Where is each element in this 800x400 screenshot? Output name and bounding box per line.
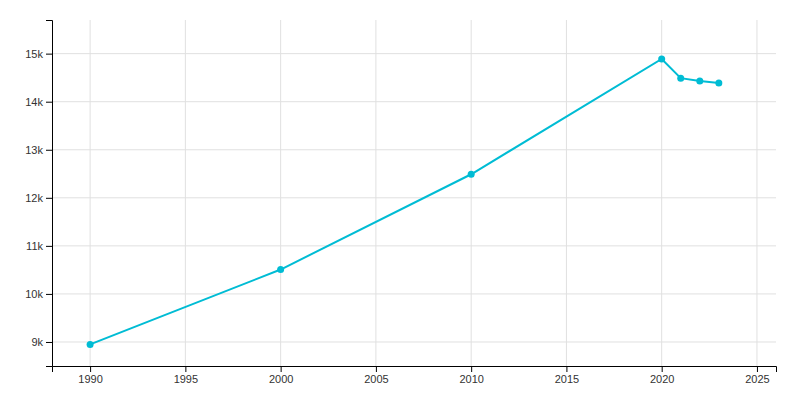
axis-line (53, 367, 777, 373)
marks (87, 55, 723, 347)
tick: 15k (25, 48, 52, 60)
point (277, 266, 284, 273)
tick-mark (757, 366, 758, 372)
grid-line (52, 245, 776, 246)
tick-mark (46, 342, 52, 343)
tick-label: 2020 (650, 373, 674, 385)
tick-mark (46, 294, 52, 295)
point (715, 79, 722, 86)
grid-line (756, 20, 757, 366)
tick: 9k (31, 336, 52, 348)
tick-label: 2000 (269, 373, 293, 385)
tick-mark (46, 246, 52, 247)
tick-label: 10k (25, 288, 43, 300)
grid-line (471, 20, 472, 366)
tick-label: 2015 (555, 373, 579, 385)
grid-line (375, 20, 376, 366)
tick-label: 2005 (364, 373, 388, 385)
grid-line (52, 197, 776, 198)
tick-label: 2025 (745, 373, 769, 385)
point (658, 55, 665, 62)
grid-line (52, 53, 776, 54)
grid-line (52, 101, 776, 102)
tick: 1990 (78, 366, 102, 385)
point (87, 341, 94, 348)
tick: 2025 (745, 366, 769, 385)
grid-line (52, 149, 776, 150)
point (696, 78, 703, 85)
tick: 2010 (459, 366, 483, 385)
tick: 2015 (555, 366, 579, 385)
tick-label: 9k (31, 336, 43, 348)
tick-label: 1995 (174, 373, 198, 385)
plot: 1990 1995 2000 2005 2010 2015 2020 2025 9k 10k 11k… (25, 20, 776, 385)
tick: 14k (25, 96, 52, 108)
y-axis: 9k 10k 11k 12k 13k 14k 15k (25, 21, 52, 367)
tick-mark (90, 366, 91, 372)
tick-mark (376, 366, 377, 372)
grid-line (90, 20, 91, 366)
tick-label: 12k (25, 192, 43, 204)
tick-mark (46, 102, 52, 103)
tick: 10k (25, 288, 52, 300)
grid-line (52, 341, 776, 342)
tick: 12k (25, 192, 52, 204)
tick-label: 11k (26, 240, 43, 252)
tick: 2005 (364, 366, 388, 385)
tick-label: 14k (25, 96, 43, 108)
tick-mark (281, 366, 282, 372)
grid (52, 20, 776, 366)
tick-mark (471, 366, 472, 372)
axis-line (46, 21, 53, 367)
grid-line (661, 20, 662, 366)
grid-line (566, 20, 567, 366)
tick: 2000 (269, 366, 293, 385)
tick-label: 2010 (459, 373, 483, 385)
point (468, 171, 475, 178)
tick: 13k (25, 144, 52, 156)
tick-label: 1990 (78, 373, 102, 385)
tick-mark (566, 366, 567, 372)
tick: 11k (26, 240, 52, 252)
tick-mark (46, 54, 52, 55)
tick: 2020 (650, 366, 674, 385)
tick: 1995 (174, 366, 198, 385)
tick-label: 13k (25, 144, 43, 156)
x-axis: 1990 1995 2000 2005 2010 2015 2020 2025 (53, 366, 777, 385)
tick-mark (46, 150, 52, 151)
chart: 1990 1995 2000 2005 2010 2015 2020 2025 9k 10k 11k… (0, 0, 800, 400)
grid-line (185, 20, 186, 366)
point (677, 75, 684, 82)
line (90, 59, 719, 344)
grid-line (52, 293, 776, 294)
tick-mark (46, 198, 52, 199)
tick-mark (662, 366, 663, 372)
tick-label: 15k (25, 48, 43, 60)
grid-line (280, 20, 281, 366)
tick-mark (185, 366, 186, 372)
